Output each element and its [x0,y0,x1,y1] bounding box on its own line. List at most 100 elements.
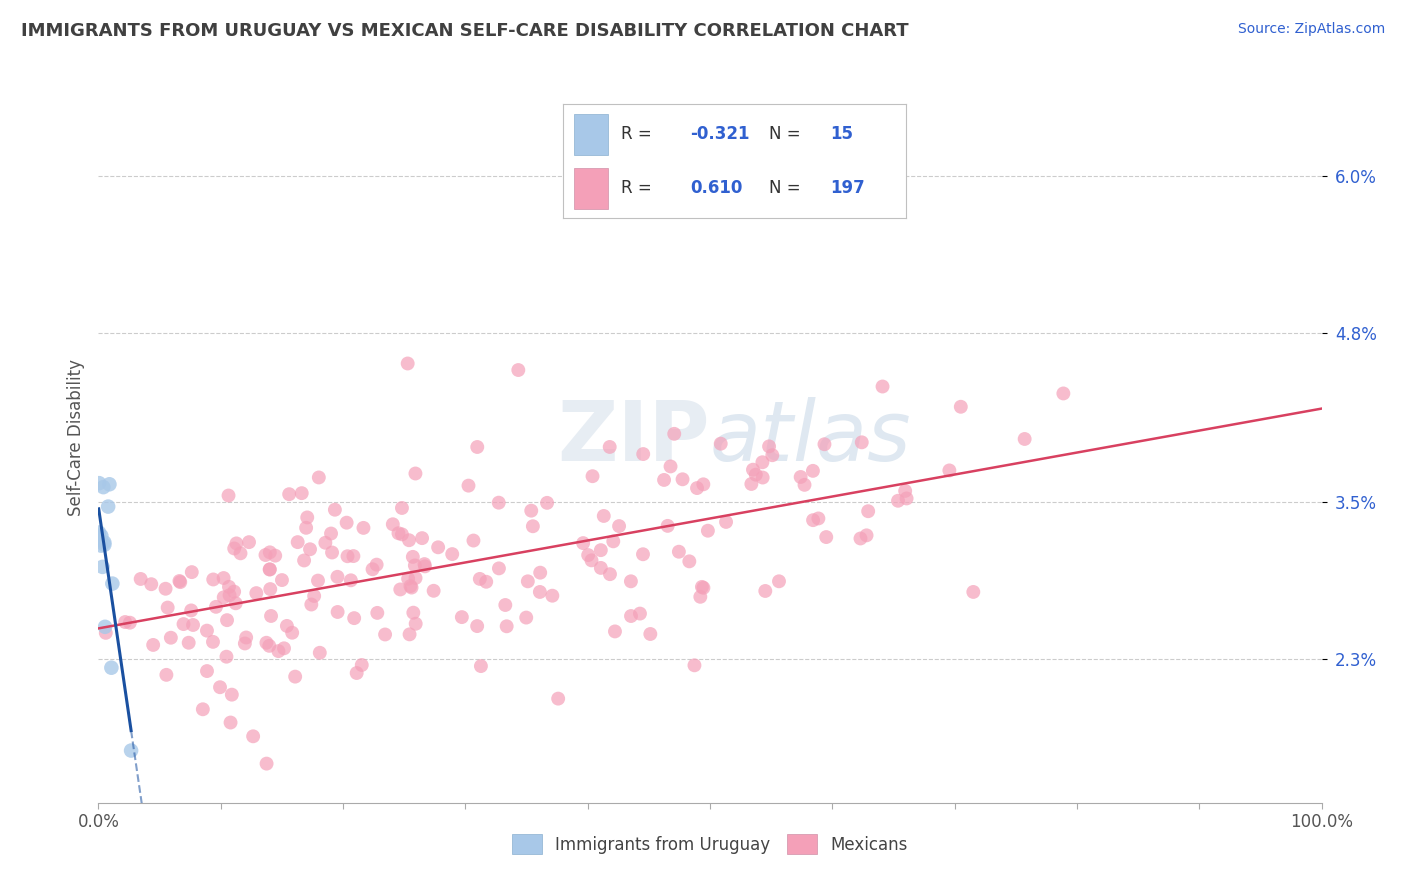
Point [100,661,122,675]
Point [815,530,838,544]
Point [855,528,877,542]
Point [405,571,427,585]
Point [520,503,543,517]
Point [142,638,165,652]
Point [160,631,183,645]
Point [581,553,603,567]
Point [589,561,612,575]
Point [849,532,872,546]
Point [690,580,713,594]
Point [97,500,120,514]
Point [515,610,537,624]
Point [93,538,115,552]
Point [242,729,264,743]
Point [652,473,675,487]
Point [678,554,700,568]
Point [441,547,464,561]
Point [488,496,510,510]
Point [475,574,498,589]
Point [391,527,413,541]
Point [422,583,444,598]
Point [287,535,309,549]
Point [450,610,472,624]
Point [664,426,686,441]
Point [259,639,281,653]
Point [671,472,693,486]
Point [169,575,191,590]
Point [938,463,960,477]
Point [522,519,544,533]
Point [195,664,218,678]
Point [308,470,330,484]
Point [259,545,281,559]
Point [91,560,114,574]
Point [299,598,322,612]
Point [856,504,879,518]
Point [90,539,112,553]
Point [267,644,290,658]
Point [714,515,737,529]
Point [374,627,396,641]
Point [710,436,733,450]
Point [353,521,375,535]
Point [599,440,621,454]
Point [754,584,776,599]
Point [581,469,603,483]
Point [962,585,984,599]
Point [413,559,436,574]
Point [628,607,651,621]
Point [218,580,240,594]
Point [631,447,654,461]
Point [169,574,191,588]
Point [90,529,112,543]
Point [894,483,917,498]
Point [259,582,281,596]
Point [399,579,422,593]
Point [321,545,343,559]
Point [488,561,510,575]
Y-axis label: Self-Care Disability: Self-Care Disability [66,359,84,516]
Point [259,562,281,576]
Point [129,572,152,586]
Point [201,635,224,649]
Point [696,524,718,538]
Point [94,620,117,634]
Point [576,548,599,562]
Point [529,585,551,599]
Point [470,659,492,673]
Point [401,581,423,595]
Point [93,535,115,549]
Point [793,478,815,492]
Point [402,606,425,620]
Legend: Immigrants from Uruguay, Mexicans: Immigrants from Uruguay, Mexicans [505,828,915,860]
Point [350,658,373,673]
Point [141,577,163,591]
Point [340,574,363,588]
Point [494,598,516,612]
Point [336,549,359,564]
Point [259,562,281,576]
Point [221,688,243,702]
Point [1052,386,1074,401]
Point [396,356,419,370]
Point [620,574,643,589]
Point [278,487,301,501]
Point [238,535,260,549]
Point [323,502,346,516]
Point [657,519,679,533]
Point [801,464,824,478]
Point [218,588,240,602]
Point [572,536,595,550]
Point [692,477,714,491]
Point [87,528,110,542]
Point [155,582,177,596]
Point [789,470,811,484]
Point [536,496,558,510]
Point [366,558,388,572]
Point [202,573,225,587]
Point [101,576,124,591]
Point [177,636,200,650]
Point [224,584,246,599]
Point [156,600,179,615]
Text: ZIP: ZIP [558,397,710,477]
